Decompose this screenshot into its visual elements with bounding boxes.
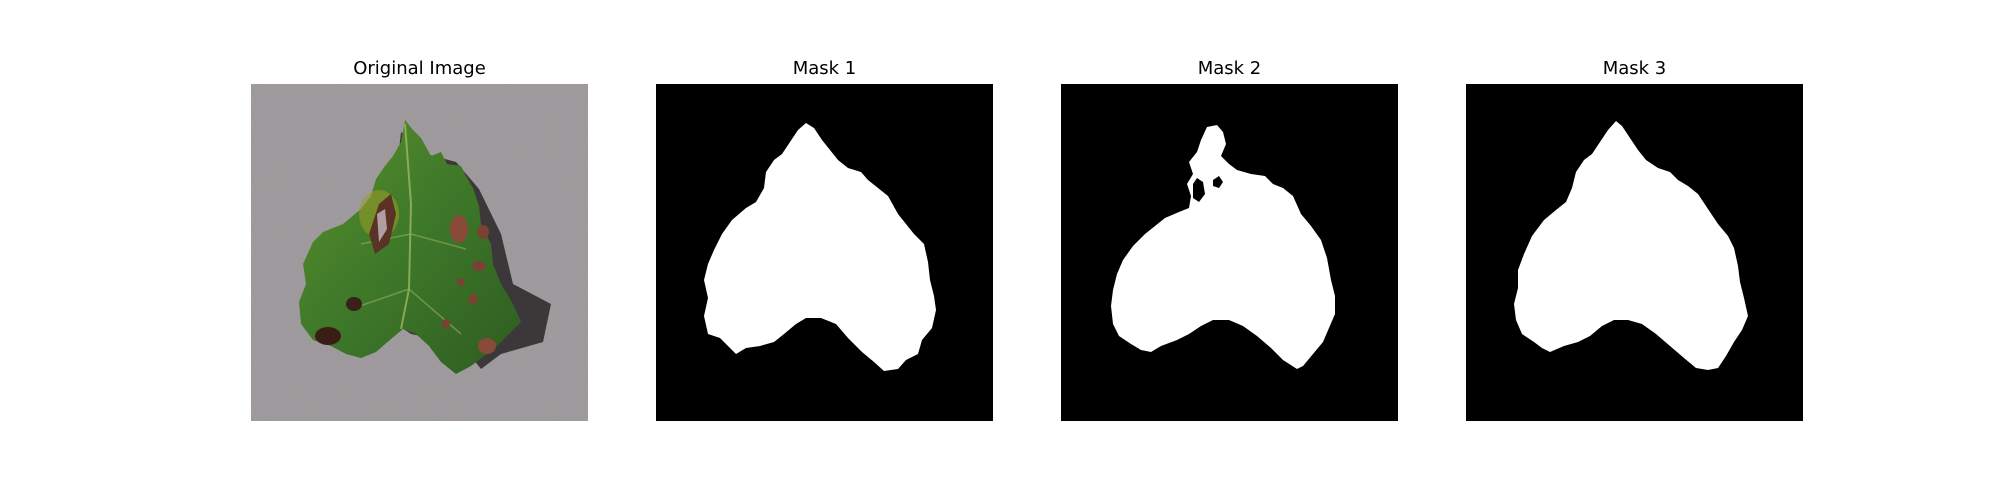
lesion-center xyxy=(377,209,387,242)
original-image xyxy=(251,84,588,421)
lesion xyxy=(468,294,478,304)
leaf-mask xyxy=(1111,125,1335,369)
leaf-mask xyxy=(704,123,936,371)
lesion xyxy=(315,327,341,345)
panel-title-original: Original Image xyxy=(353,58,486,79)
leaf-veins xyxy=(350,233,467,335)
panel-title-mask-1: Mask 1 xyxy=(792,58,857,79)
leaf-vein xyxy=(400,123,413,330)
mask-1-image xyxy=(656,84,993,421)
lesion xyxy=(450,215,468,243)
mask-2-image xyxy=(1061,84,1398,421)
mask-hole xyxy=(1213,176,1223,188)
leaf-mask xyxy=(1514,121,1748,370)
panel-title-mask-2: Mask 2 xyxy=(1197,58,1262,79)
mask-3-image xyxy=(1466,84,1803,421)
leaf-photo xyxy=(251,84,588,421)
mask-2 xyxy=(1061,84,1398,421)
lesion xyxy=(478,338,496,354)
mask-1 xyxy=(656,84,993,421)
lesion xyxy=(442,319,450,329)
mask-3 xyxy=(1466,84,1803,421)
lesion xyxy=(472,261,486,271)
panel-title-mask-3: Mask 3 xyxy=(1602,58,1667,79)
lesion xyxy=(346,297,362,311)
mask-hole xyxy=(1193,178,1205,202)
lesion xyxy=(477,225,489,239)
lesion xyxy=(457,278,465,286)
